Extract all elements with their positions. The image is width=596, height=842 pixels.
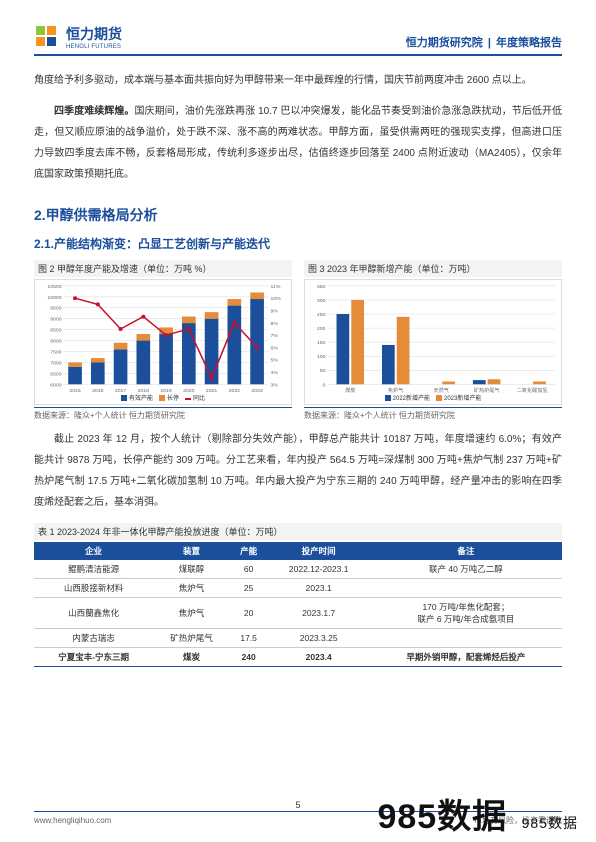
svg-text:50: 50 <box>320 368 326 374</box>
watermark: 985数据 985数据 <box>377 789 578 838</box>
logo: 恒力期货 HENGLI FUTURES <box>34 24 122 50</box>
svg-text:8500: 8500 <box>50 328 62 334</box>
para2-lead: 四季度难续辉煌。 <box>54 106 135 117</box>
chart-2-source: 数据来源：隆众+个人统计 恒力期货研究院 <box>304 407 562 421</box>
svg-text:8%: 8% <box>271 321 279 327</box>
header-right: 恒力期货研究院 | 年度策略报告 <box>406 34 562 50</box>
svg-text:4%: 4% <box>271 370 279 376</box>
page-header: 恒力期货 HENGLI FUTURES 恒力期货研究院 | 年度策略报告 <box>34 24 562 56</box>
svg-text:10500: 10500 <box>47 284 61 290</box>
svg-text:350: 350 <box>317 284 326 290</box>
svg-text:10000: 10000 <box>47 295 61 301</box>
chart-1-legend: 有效产能 长停 同比 <box>35 393 291 402</box>
charts-row: 图 2 甲醇年度产能及增速（单位：万吨 %） 6000 6500 7000 7500 8… <box>34 260 562 421</box>
watermark-sub: 985数据 <box>522 815 578 831</box>
chart-2-legend: 2022新增产能 2023新增产能 <box>305 393 561 402</box>
header-org: 恒力期货研究院 <box>406 37 483 49</box>
section-2-1-heading: 2.1.产能结构渐变：凸显工艺创新与产能迭代 <box>34 235 562 252</box>
table-row: 山西蘭鑫焦化焦炉气202023.1.7170 万吨/年焦化配套； 联产 6 万吨… <box>34 598 562 629</box>
chart-2-title: 图 3 2023 年甲醇新增产能（单位：万吨） <box>304 260 562 277</box>
svg-text:5%: 5% <box>271 358 279 364</box>
svg-text:6%: 6% <box>271 345 279 351</box>
logo-icon <box>34 24 60 50</box>
svg-text:300: 300 <box>317 298 326 304</box>
chart-1-block: 图 2 甲醇年度产能及增速（单位：万吨 %） 6000 6500 7000 7500 8… <box>34 260 292 421</box>
chart-2-block: 图 3 2023 年甲醇新增产能（单位：万吨） 0 50 100 150 200 250 3… <box>304 260 562 421</box>
svg-text:250: 250 <box>317 312 326 318</box>
svg-text:0: 0 <box>323 382 326 388</box>
svg-text:3%: 3% <box>271 382 279 388</box>
paragraph-1: 角度给予利多驱动，成本端与基本面共振向好为甲醇带来一年中最辉煌的行情，国庆节前两… <box>34 70 562 91</box>
table-row: 山西股接新材料焦炉气252023.1 <box>34 579 562 598</box>
chart-2: 050100150200250300350煤炭焦炉气天然气矿热炉尾气二氧化碳加氢… <box>304 279 562 405</box>
svg-text:150: 150 <box>317 340 326 346</box>
svg-text:11%: 11% <box>271 284 281 290</box>
watermark-big: 985数据 <box>377 798 507 836</box>
svg-text:200: 200 <box>317 326 326 332</box>
svg-text:9%: 9% <box>271 309 279 315</box>
svg-text:6000: 6000 <box>50 382 62 388</box>
logo-text-en: HENGLI FUTURES <box>66 44 122 50</box>
table-row: 鲲鹏清洁能源煤联醇602022.12-2023.1联产 40 万吨乙二醇 <box>34 560 562 579</box>
footer-url: www.hengliqihuo.com <box>34 816 111 825</box>
header-report: 年度策略报告 <box>496 37 562 49</box>
chart-1-title: 图 2 甲醇年度产能及增速（单位：万吨 %） <box>34 260 292 277</box>
chart-1: 6000 6500 7000 7500 8000 8500 9000 9500 10000 105… <box>34 279 292 405</box>
table-row: 宁夏宝丰-宁东三期煤炭2402023.4早期外销甲醇，配套烯烃后投产 <box>34 648 562 667</box>
section-2-heading: 2.甲醇供需格局分析 <box>34 205 562 225</box>
svg-text:7000: 7000 <box>50 360 62 366</box>
svg-text:7500: 7500 <box>50 350 62 356</box>
paragraph-2: 四季度难续辉煌。国庆期间，油价先涨跌再涨 10.7 巴以冲突爆发，能化品节奏受到… <box>34 101 562 185</box>
paragraph-3: 截止 2023 年 12 月，按个人统计（剔除部分失效产能），甲醇总产能共计 1… <box>34 429 562 513</box>
logo-text-cn: 恒力期货 <box>66 24 122 44</box>
svg-text:6500: 6500 <box>50 371 62 377</box>
chart-1-source: 数据来源：隆众+个人统计 恒力期货研究院 <box>34 407 292 421</box>
svg-text:7%: 7% <box>271 333 279 339</box>
svg-text:100: 100 <box>317 354 326 360</box>
svg-text:10%: 10% <box>271 296 282 302</box>
table-row: 内蒙古瑞志矿热炉尾气17.52023.3.25 <box>34 629 562 648</box>
table-1: 企业装置产能投产时间备注 鲲鹏清洁能源煤联醇602022.12-2023.1联产… <box>34 542 562 667</box>
svg-text:8000: 8000 <box>50 339 62 345</box>
table-1-title: 表 1 2023-2024 年非一体化甲醇产能投放进度（单位：万吨） <box>34 523 562 540</box>
para2-body: 国庆期间，油价先涨跌再涨 10.7 巴以冲突爆发，能化品节奏受到油价急涨急跌扰动… <box>34 106 562 180</box>
svg-text:9000: 9000 <box>50 317 62 323</box>
svg-text:9500: 9500 <box>50 306 62 312</box>
header-sep: | <box>488 37 491 49</box>
